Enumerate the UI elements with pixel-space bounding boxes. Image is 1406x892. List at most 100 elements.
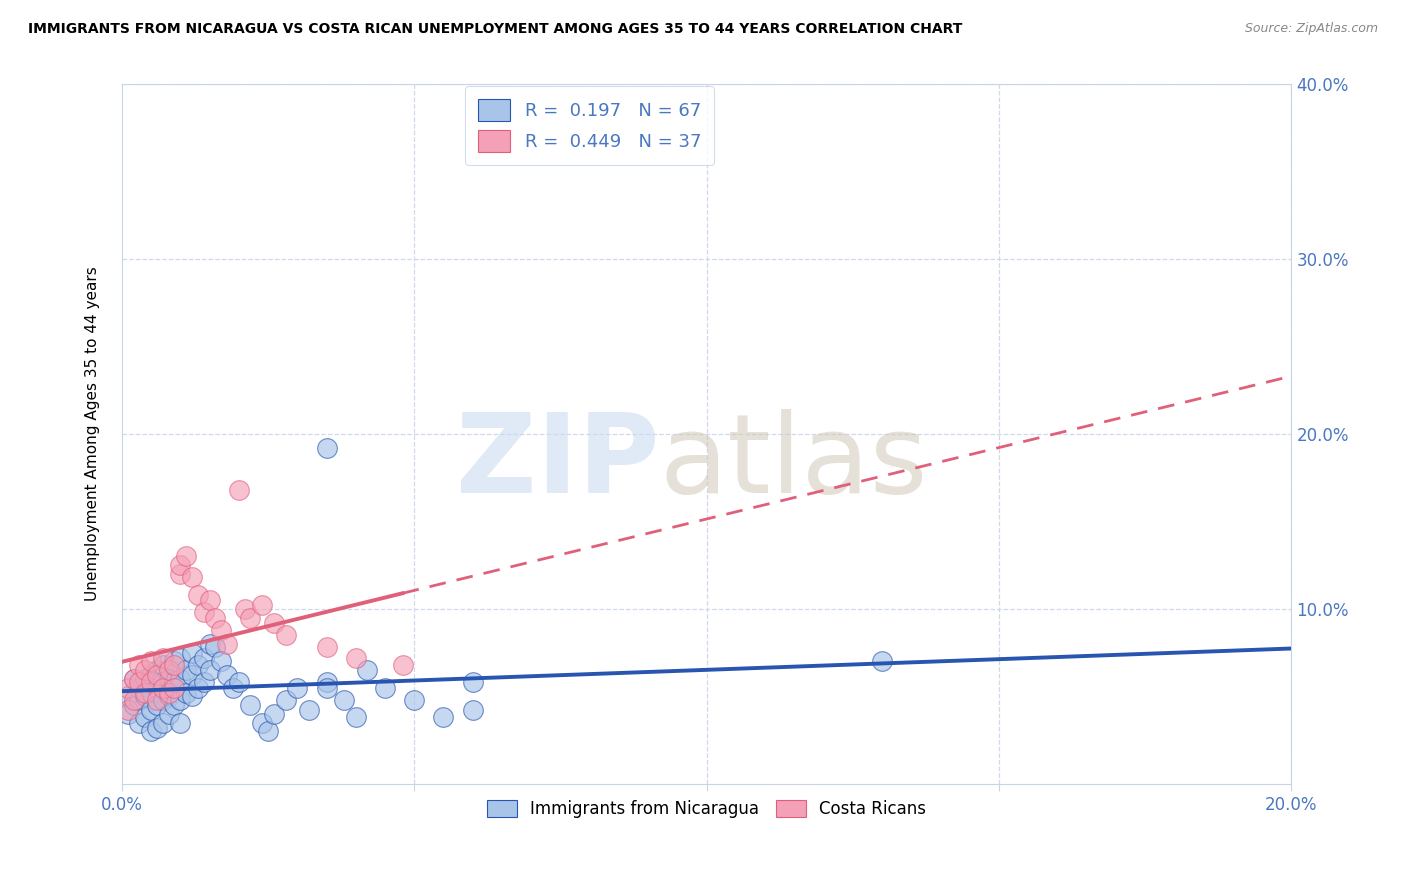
Point: [163, 654, 186, 668]
Text: Source: ZipAtlas.com: Source: ZipAtlas.com: [1244, 22, 1378, 36]
Point: [152, 693, 174, 707]
Point: [209, 654, 232, 668]
Point: [128, 675, 150, 690]
Point: [146, 668, 169, 682]
Point: [198, 593, 221, 607]
Point: [146, 698, 169, 712]
Point: [193, 606, 215, 620]
Point: [134, 672, 156, 686]
Point: [209, 623, 232, 637]
Point: [169, 558, 191, 573]
Point: [228, 675, 250, 690]
Point: [163, 657, 186, 672]
Point: [122, 698, 145, 712]
Point: [461, 675, 484, 690]
Text: IMMIGRANTS FROM NICARAGUA VS COSTA RICAN UNEMPLOYMENT AMONG AGES 35 TO 44 YEARS : IMMIGRANTS FROM NICARAGUA VS COSTA RICAN…: [28, 22, 963, 37]
Point: [274, 628, 297, 642]
Point: [163, 681, 186, 695]
Point: [193, 651, 215, 665]
Point: [181, 646, 204, 660]
Point: [187, 681, 209, 695]
Point: [461, 703, 484, 717]
Point: [122, 672, 145, 686]
Point: [315, 681, 337, 695]
Legend: Immigrants from Nicaragua, Costa Ricans: Immigrants from Nicaragua, Costa Ricans: [481, 793, 934, 824]
Point: [204, 610, 226, 624]
Point: [187, 657, 209, 672]
Point: [250, 599, 273, 613]
Point: [315, 640, 337, 655]
Point: [274, 693, 297, 707]
Point: [169, 651, 191, 665]
Point: [163, 675, 186, 690]
Point: [174, 686, 197, 700]
Point: [391, 657, 413, 672]
Point: [356, 663, 378, 677]
Point: [217, 668, 239, 682]
Point: [298, 703, 321, 717]
Point: [146, 663, 169, 677]
Point: [239, 610, 262, 624]
Point: [169, 693, 191, 707]
Point: [134, 710, 156, 724]
Point: [217, 637, 239, 651]
Point: [128, 657, 150, 672]
Point: [122, 693, 145, 707]
Point: [117, 703, 139, 717]
Point: [174, 663, 197, 677]
Point: [134, 686, 156, 700]
Point: [222, 681, 245, 695]
Point: [157, 686, 180, 700]
Point: [152, 715, 174, 730]
Point: [146, 693, 169, 707]
Point: [187, 588, 209, 602]
Point: [239, 698, 262, 712]
Point: [198, 637, 221, 651]
Point: [169, 672, 191, 686]
Point: [263, 615, 285, 630]
Point: [152, 657, 174, 672]
Point: [193, 675, 215, 690]
Point: [139, 703, 162, 717]
Point: [181, 570, 204, 584]
Point: [139, 686, 162, 700]
Point: [181, 668, 204, 682]
Point: [139, 668, 162, 682]
Point: [870, 654, 893, 668]
Point: [315, 441, 337, 455]
Point: [233, 602, 256, 616]
Point: [157, 663, 180, 677]
Point: [404, 693, 426, 707]
Text: atlas: atlas: [659, 409, 928, 516]
Point: [198, 663, 221, 677]
Point: [181, 690, 204, 704]
Point: [344, 651, 367, 665]
Text: ZIP: ZIP: [457, 409, 659, 516]
Point: [374, 681, 396, 695]
Point: [139, 724, 162, 739]
Point: [228, 483, 250, 497]
Point: [157, 690, 180, 704]
Point: [117, 690, 139, 704]
Point: [139, 654, 162, 668]
Point: [257, 724, 280, 739]
Point: [128, 693, 150, 707]
Point: [333, 693, 356, 707]
Point: [134, 663, 156, 677]
Point: [146, 721, 169, 735]
Point: [174, 549, 197, 564]
Point: [122, 672, 145, 686]
Point: [152, 681, 174, 695]
Point: [152, 651, 174, 665]
Point: [134, 690, 156, 704]
Point: [263, 706, 285, 721]
Point: [139, 675, 162, 690]
Point: [250, 715, 273, 730]
Point: [204, 640, 226, 655]
Point: [315, 675, 337, 690]
Point: [285, 681, 308, 695]
Y-axis label: Unemployment Among Ages 35 to 44 years: Unemployment Among Ages 35 to 44 years: [86, 267, 100, 601]
Point: [128, 681, 150, 695]
Point: [128, 715, 150, 730]
Point: [169, 715, 191, 730]
